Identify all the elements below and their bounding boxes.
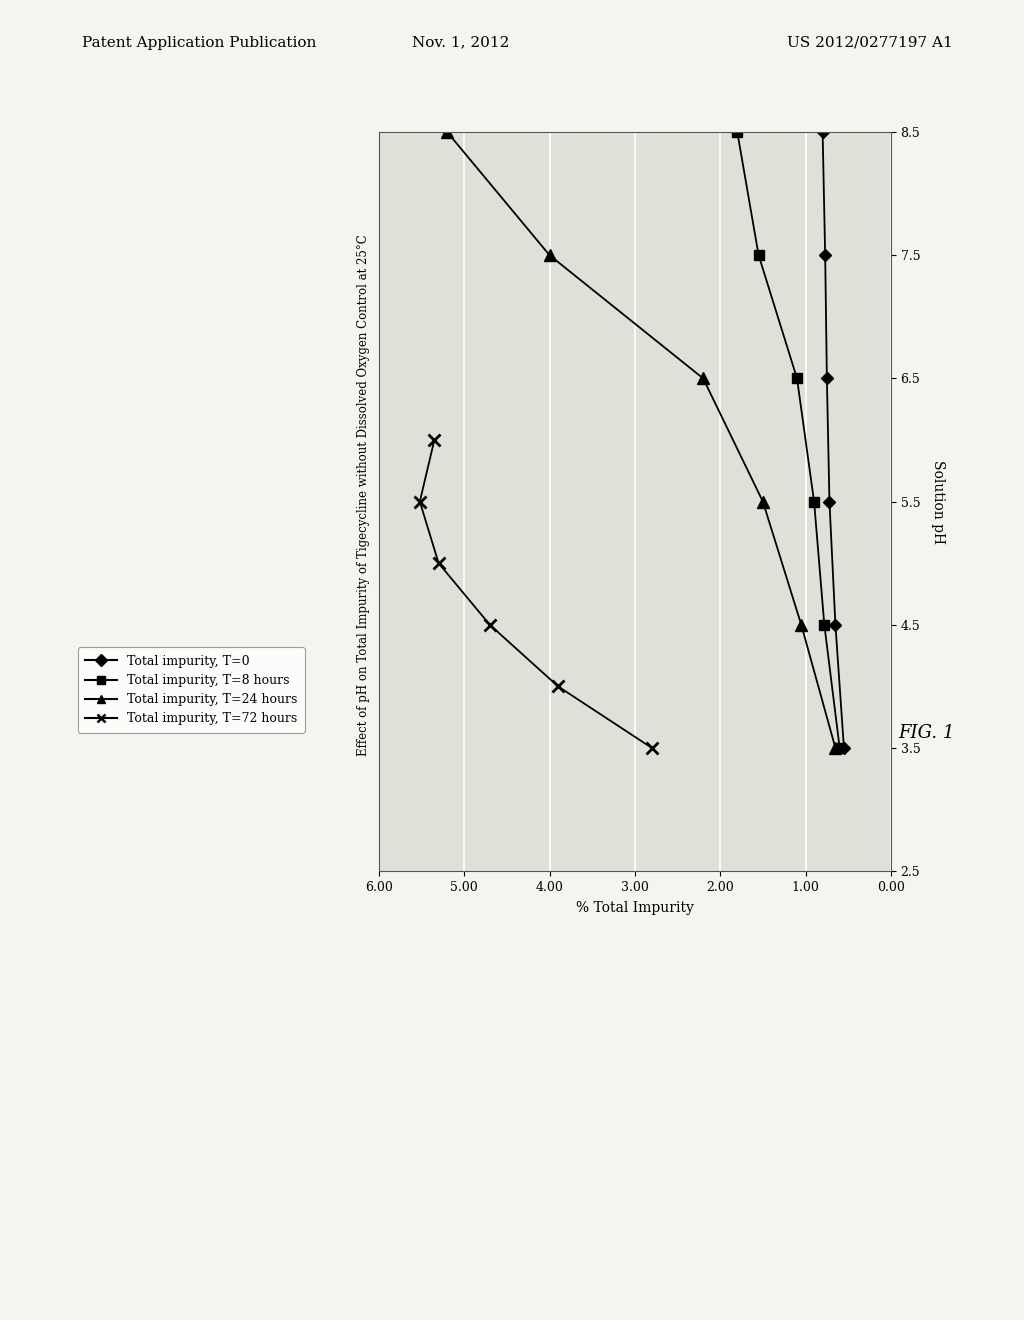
Y-axis label: Solution pH: Solution pH <box>932 459 945 544</box>
Text: Nov. 1, 2012: Nov. 1, 2012 <box>412 36 510 50</box>
Text: Patent Application Publication: Patent Application Publication <box>82 36 316 50</box>
Text: FIG. 1: FIG. 1 <box>898 723 955 742</box>
Legend: Total impurity, T=0, Total impurity, T=8 hours, Total impurity, T=24 hours, Tota: Total impurity, T=0, Total impurity, T=8… <box>78 647 304 733</box>
X-axis label: % Total Impurity: % Total Impurity <box>575 900 694 915</box>
Text: Effect of pH on Total Impurity of Tigecycline without Dissolved Oxygen Control a: Effect of pH on Total Impurity of Tigecy… <box>357 234 370 756</box>
Text: US 2012/0277197 A1: US 2012/0277197 A1 <box>786 36 952 50</box>
